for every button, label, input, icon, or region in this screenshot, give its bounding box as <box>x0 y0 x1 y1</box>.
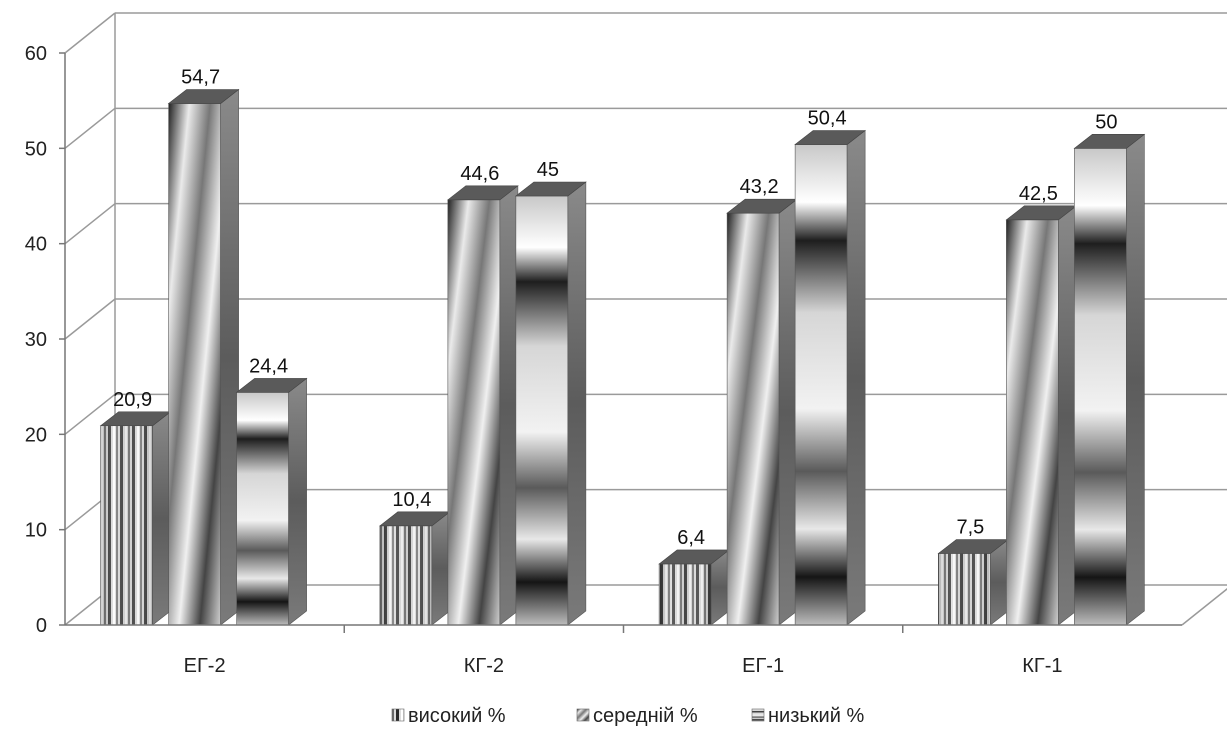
legend-label: середній % <box>593 705 698 727</box>
legend-item: середній % <box>576 705 698 727</box>
data-label: 20,9 <box>113 389 152 411</box>
data-label: 43,2 <box>740 176 779 198</box>
data-label: 24,4 <box>249 355 288 377</box>
bar <box>658 549 730 626</box>
bar <box>794 129 866 626</box>
axes-layer: 0 10 20 30 40 50 60 ЕГ-2 КГ-2 ЕГ-1 КГ-1 <box>25 43 1182 677</box>
data-labels-layer: 20,9 10,4 6,4 7,5 54,7 44,6 43,2 42,5 24,4 45 50,4… <box>113 67 1117 549</box>
bar <box>167 88 240 626</box>
bar <box>1005 205 1078 626</box>
y-tick-label: 20 <box>25 424 47 446</box>
gridline <box>64 107 1227 149</box>
x-tick-label: КГ-2 <box>464 655 504 677</box>
data-label: 45 <box>537 159 559 181</box>
bar <box>937 538 1010 626</box>
y-tick-label: 50 <box>25 138 47 160</box>
data-label: 10,4 <box>392 489 431 511</box>
floor-edge <box>1181 588 1227 626</box>
data-label: 42,5 <box>1019 183 1058 205</box>
bar <box>447 185 519 626</box>
bars-layer <box>99 88 1146 626</box>
y-tick-label: 0 <box>36 615 47 637</box>
gridline <box>64 12 1227 54</box>
y-tick-label: 10 <box>25 520 47 542</box>
legend: високий % середній % низький % <box>391 705 864 727</box>
bar <box>99 411 172 626</box>
data-label: 50,4 <box>808 108 847 130</box>
data-label: 44,6 <box>460 163 499 185</box>
bar <box>1073 133 1146 626</box>
legend-item: низький % <box>751 705 864 727</box>
y-tick-label: 60 <box>25 43 47 65</box>
x-tick-label: ЕГ-1 <box>742 655 784 677</box>
data-label: 54,7 <box>181 67 220 89</box>
x-tick-label: КГ-1 <box>1022 655 1062 677</box>
legend-label: низький % <box>768 705 864 727</box>
legend-swatch <box>391 708 405 722</box>
legend-label: високий % <box>408 705 506 727</box>
legend-item: високий % <box>391 705 506 727</box>
bar <box>235 377 308 626</box>
bar <box>726 198 798 626</box>
y-tick-label: 40 <box>25 234 47 256</box>
bar <box>515 181 587 626</box>
legend-swatch <box>751 708 765 722</box>
y-tick-label: 30 <box>25 329 47 351</box>
x-tick-label: ЕГ-2 <box>184 655 226 677</box>
data-label: 7,5 <box>956 517 984 539</box>
gridline <box>64 202 1227 245</box>
data-label: 6,4 <box>677 527 705 549</box>
bar <box>379 511 451 626</box>
data-label: 50 <box>1095 111 1117 133</box>
legend-swatch <box>576 708 590 722</box>
